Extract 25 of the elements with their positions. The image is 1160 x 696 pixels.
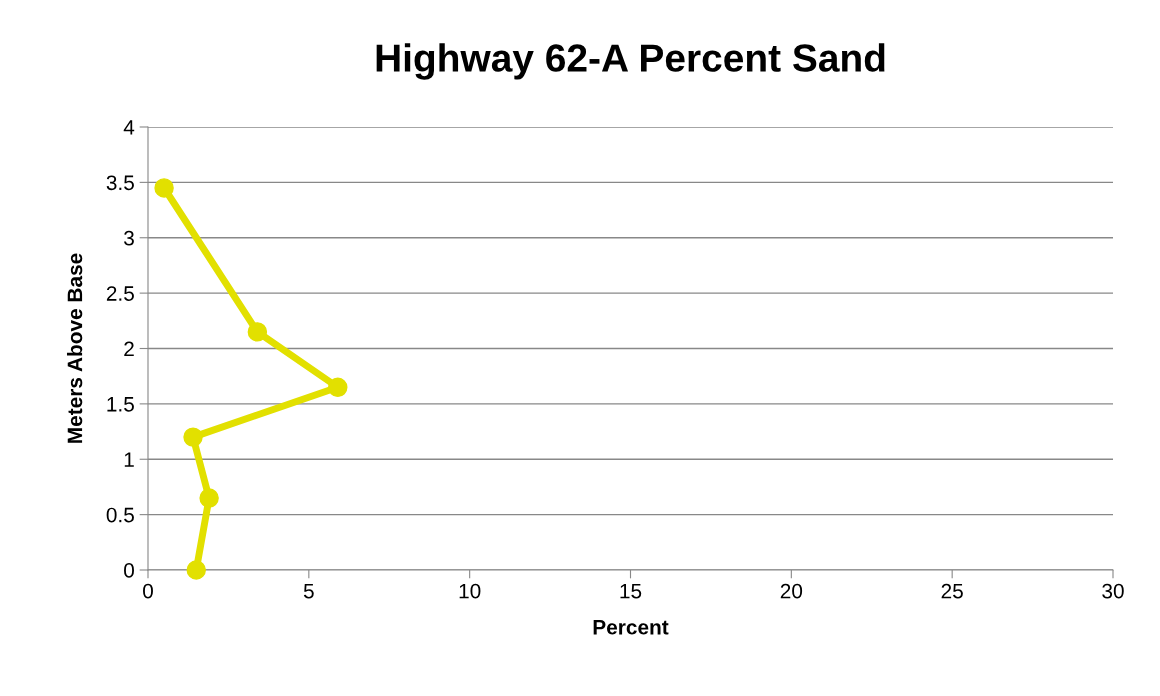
y-tick-label: 0.5 (106, 507, 134, 523)
point (199, 488, 219, 508)
point (328, 377, 348, 397)
y-tick-label: 4 (123, 120, 135, 135)
x-tick-label: 10 (459, 583, 481, 599)
x-tick-label: 0 (143, 583, 153, 599)
point (154, 178, 174, 198)
x-tick-label: 25 (941, 583, 963, 599)
y-tick-label: 1.5 (107, 397, 134, 412)
chart-title: Highway 62-A Percent Sand (376, 43, 885, 80)
point (247, 322, 268, 342)
x-tick-label: 15 (620, 583, 642, 599)
y-tick-label: 0 (124, 563, 134, 578)
y-tick-label: 2 (124, 341, 134, 357)
y-tick-label: 2.5 (106, 286, 134, 301)
y-tick-label: 1 (124, 452, 134, 467)
y-tick-label: 3.5 (106, 175, 134, 191)
y-tick-label: 3 (124, 230, 134, 246)
x-tick-label: 20 (780, 583, 803, 599)
y-axis-title: Meters Above Base (66, 253, 83, 443)
x-tick-label: 30 (1102, 583, 1124, 599)
point (183, 427, 203, 447)
point (186, 560, 206, 580)
x-tick-label: 5 (303, 583, 314, 599)
x-axis-title: Percent (593, 620, 669, 635)
